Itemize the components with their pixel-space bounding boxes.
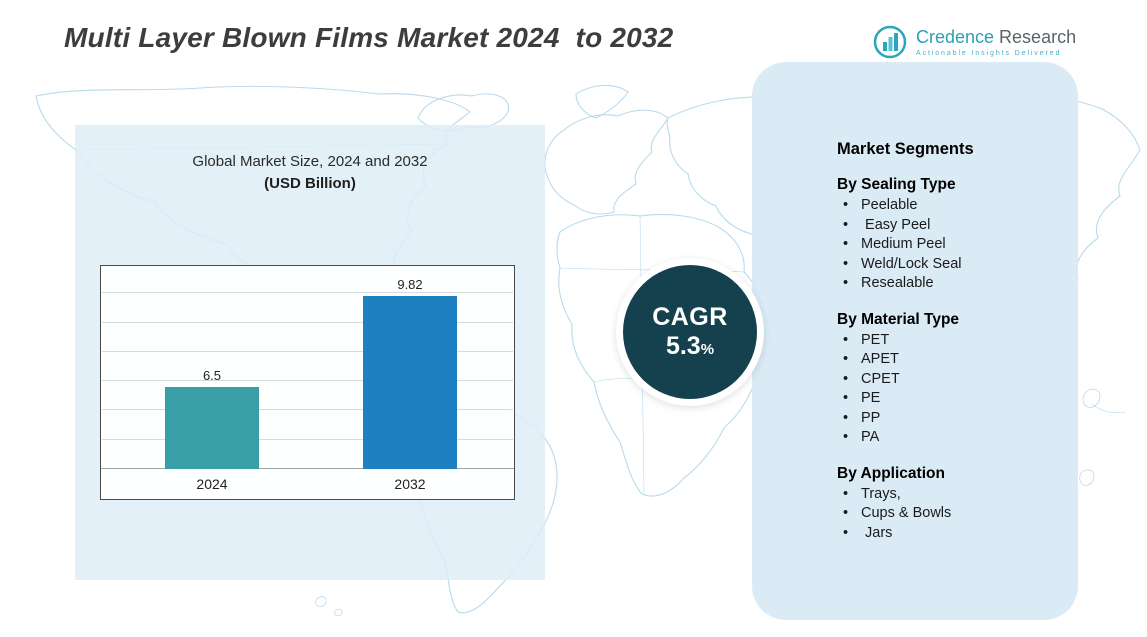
logo-chart-icon	[873, 25, 907, 59]
segment-list: PETAPETCPETPEPPPA	[837, 331, 1048, 448]
bar-2032: 9.82	[363, 277, 457, 469]
cagr-number: 5.3	[665, 332, 701, 360]
segment-item: CPET	[837, 370, 1048, 390]
gridline	[102, 380, 513, 382]
chart-subtitle: (USD Billion)	[264, 175, 356, 192]
x-axis-label: 2024	[196, 476, 228, 492]
x-axis-label: 2032	[394, 476, 426, 492]
bar-chart: 6.5 2024 9.82 2032	[100, 265, 515, 500]
bar-value-label: 6.5	[202, 368, 222, 383]
market-segments-panel: Market Segments By Sealing Type Peelable …	[752, 62, 1078, 620]
logo-name: Credence Research	[916, 27, 1076, 48]
segment-item: APET	[837, 350, 1048, 370]
segment-item: Medium Peel	[837, 235, 1048, 255]
gridline	[102, 292, 513, 294]
chart-panel: Global Market Size, 2024 and 2032 (USD B…	[75, 125, 545, 580]
gridline	[102, 409, 513, 411]
logo-name-secondary: Research	[994, 27, 1077, 47]
cagr-badge: CAGR 5.3%	[616, 258, 764, 406]
bar-value-label: 9.82	[397, 277, 423, 292]
segment-item: Jars	[837, 524, 1048, 544]
logo-text: Credence Research Actionable Insights De…	[916, 27, 1076, 57]
segment-group-title: By Application	[837, 464, 945, 482]
gridline	[102, 438, 513, 440]
gridline	[102, 321, 513, 323]
segment-item: PE	[837, 389, 1048, 409]
segment-item: Trays,	[837, 485, 1048, 505]
bar-2024: 6.5	[165, 368, 259, 469]
segment-item: Easy Peel	[837, 216, 1048, 236]
segment-item: PP	[837, 409, 1048, 429]
segment-item: Cups & Bowls	[837, 504, 1048, 524]
logo-name-primary: Credence	[916, 27, 995, 47]
cagr-unit: %	[700, 341, 715, 358]
segment-item: Peelable	[837, 196, 1048, 216]
cagr-label: CAGR	[652, 303, 728, 332]
cagr-circle: CAGR 5.3%	[623, 265, 757, 399]
segment-list: Peelable Easy PeelMedium PeelWeld/Lock S…	[837, 196, 1048, 294]
page-title: Multi Layer Blown Films Market 2024 to 2…	[64, 22, 674, 53]
segment-item: PA	[837, 428, 1048, 448]
x-axis-line	[101, 468, 514, 469]
segment-item: PET	[837, 331, 1048, 351]
segment-groups: By Sealing Type Peelable Easy PeelMedium …	[837, 176, 1048, 543]
gridline	[102, 350, 513, 352]
segment-group-title: By Sealing Type	[837, 176, 956, 193]
chart-title: Global Market Size, 2024 and 2032	[192, 153, 428, 170]
segment-item: Weld/Lock Seal	[837, 255, 1048, 275]
segment-list: Trays,Cups & Bowls Jars	[837, 485, 1048, 544]
logo-tagline: Actionable Insights Delivered	[916, 50, 1062, 57]
credence-research-logo: Credence Research Actionable Insights De…	[872, 24, 1076, 60]
segment-group-title: By Material Type	[837, 310, 960, 328]
segment-item: Resealable	[837, 274, 1048, 294]
segments-heading: Market Segments	[837, 140, 974, 158]
cagr-value: 5.3%	[666, 332, 714, 361]
